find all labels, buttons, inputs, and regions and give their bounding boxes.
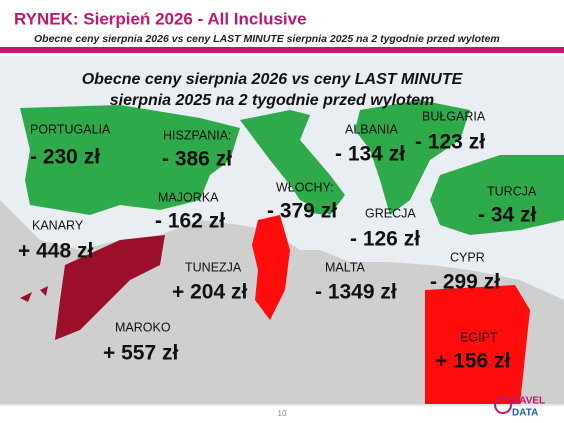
region-value: - 162 zł xyxy=(155,210,225,233)
sicily xyxy=(305,200,330,215)
region-name: GRECJA xyxy=(365,206,416,220)
tunisia xyxy=(252,215,290,320)
morocco xyxy=(55,235,165,340)
turkey xyxy=(430,155,564,235)
italy xyxy=(240,110,345,215)
region-value: + 156 zł xyxy=(435,350,510,373)
logo-text: DATA xyxy=(512,408,538,419)
egypt xyxy=(425,285,530,404)
region-name: TURCJA xyxy=(487,184,537,198)
slide-title: RYNEK: Sierpień 2026 - All Inclusive xyxy=(14,9,307,28)
region-value: - 379 zł xyxy=(267,200,337,223)
region-name: EGIPT xyxy=(460,330,498,344)
logo-text: RAVEL xyxy=(512,396,545,407)
region-value: - 230 zł xyxy=(30,146,100,169)
region-name: CYPR xyxy=(450,250,485,264)
region-name: MAJORKA xyxy=(158,190,219,204)
region-value: + 204 zł xyxy=(172,281,247,304)
region-value: - 126 zł xyxy=(350,228,420,251)
region-value: - 34 zł xyxy=(478,204,537,227)
region-name: MAROKO xyxy=(115,320,171,334)
region-name: KANARY xyxy=(32,218,84,232)
balkans xyxy=(355,100,470,215)
canaries xyxy=(20,286,48,302)
region-value: + 557 zł xyxy=(103,342,178,365)
page-number: 10 xyxy=(278,409,287,418)
region-value: - 134 zł xyxy=(335,143,405,166)
map-title: Obecne ceny sierpnia 2026 vs ceny LAST M… xyxy=(82,71,464,88)
region-name: HISZPANIA: xyxy=(163,128,232,142)
region-name: ALBANIA xyxy=(345,122,398,136)
slide-subtitle: Obecne ceny sierpnia 2026 vs ceny LAST M… xyxy=(34,33,500,45)
header-bar xyxy=(0,47,564,53)
logo-icon xyxy=(494,396,512,414)
region-value: - 1349 zł xyxy=(315,281,397,304)
region-value: - 299 zł xyxy=(430,271,500,294)
labels: PORTUGALIA - 230 zł HISZPANIA: - 386 zł ALBA… xyxy=(18,109,537,372)
region-name: TUNEZJA xyxy=(185,260,242,274)
iberia xyxy=(20,105,240,215)
region-name: PORTUGALIA xyxy=(30,122,111,136)
albania xyxy=(393,160,403,195)
map-title: sierpnia 2025 na 2 tygodnie przed wylote… xyxy=(110,92,435,109)
region-value: + 448 zł xyxy=(18,240,93,263)
region-value: - 386 zł xyxy=(162,148,232,171)
region-name: MALTA xyxy=(325,260,365,274)
region-name: BUŁGARIA xyxy=(422,109,486,123)
region-name: WŁOCHY: xyxy=(276,180,334,194)
region-value: - 123 zł xyxy=(415,131,485,154)
map xyxy=(0,56,564,404)
